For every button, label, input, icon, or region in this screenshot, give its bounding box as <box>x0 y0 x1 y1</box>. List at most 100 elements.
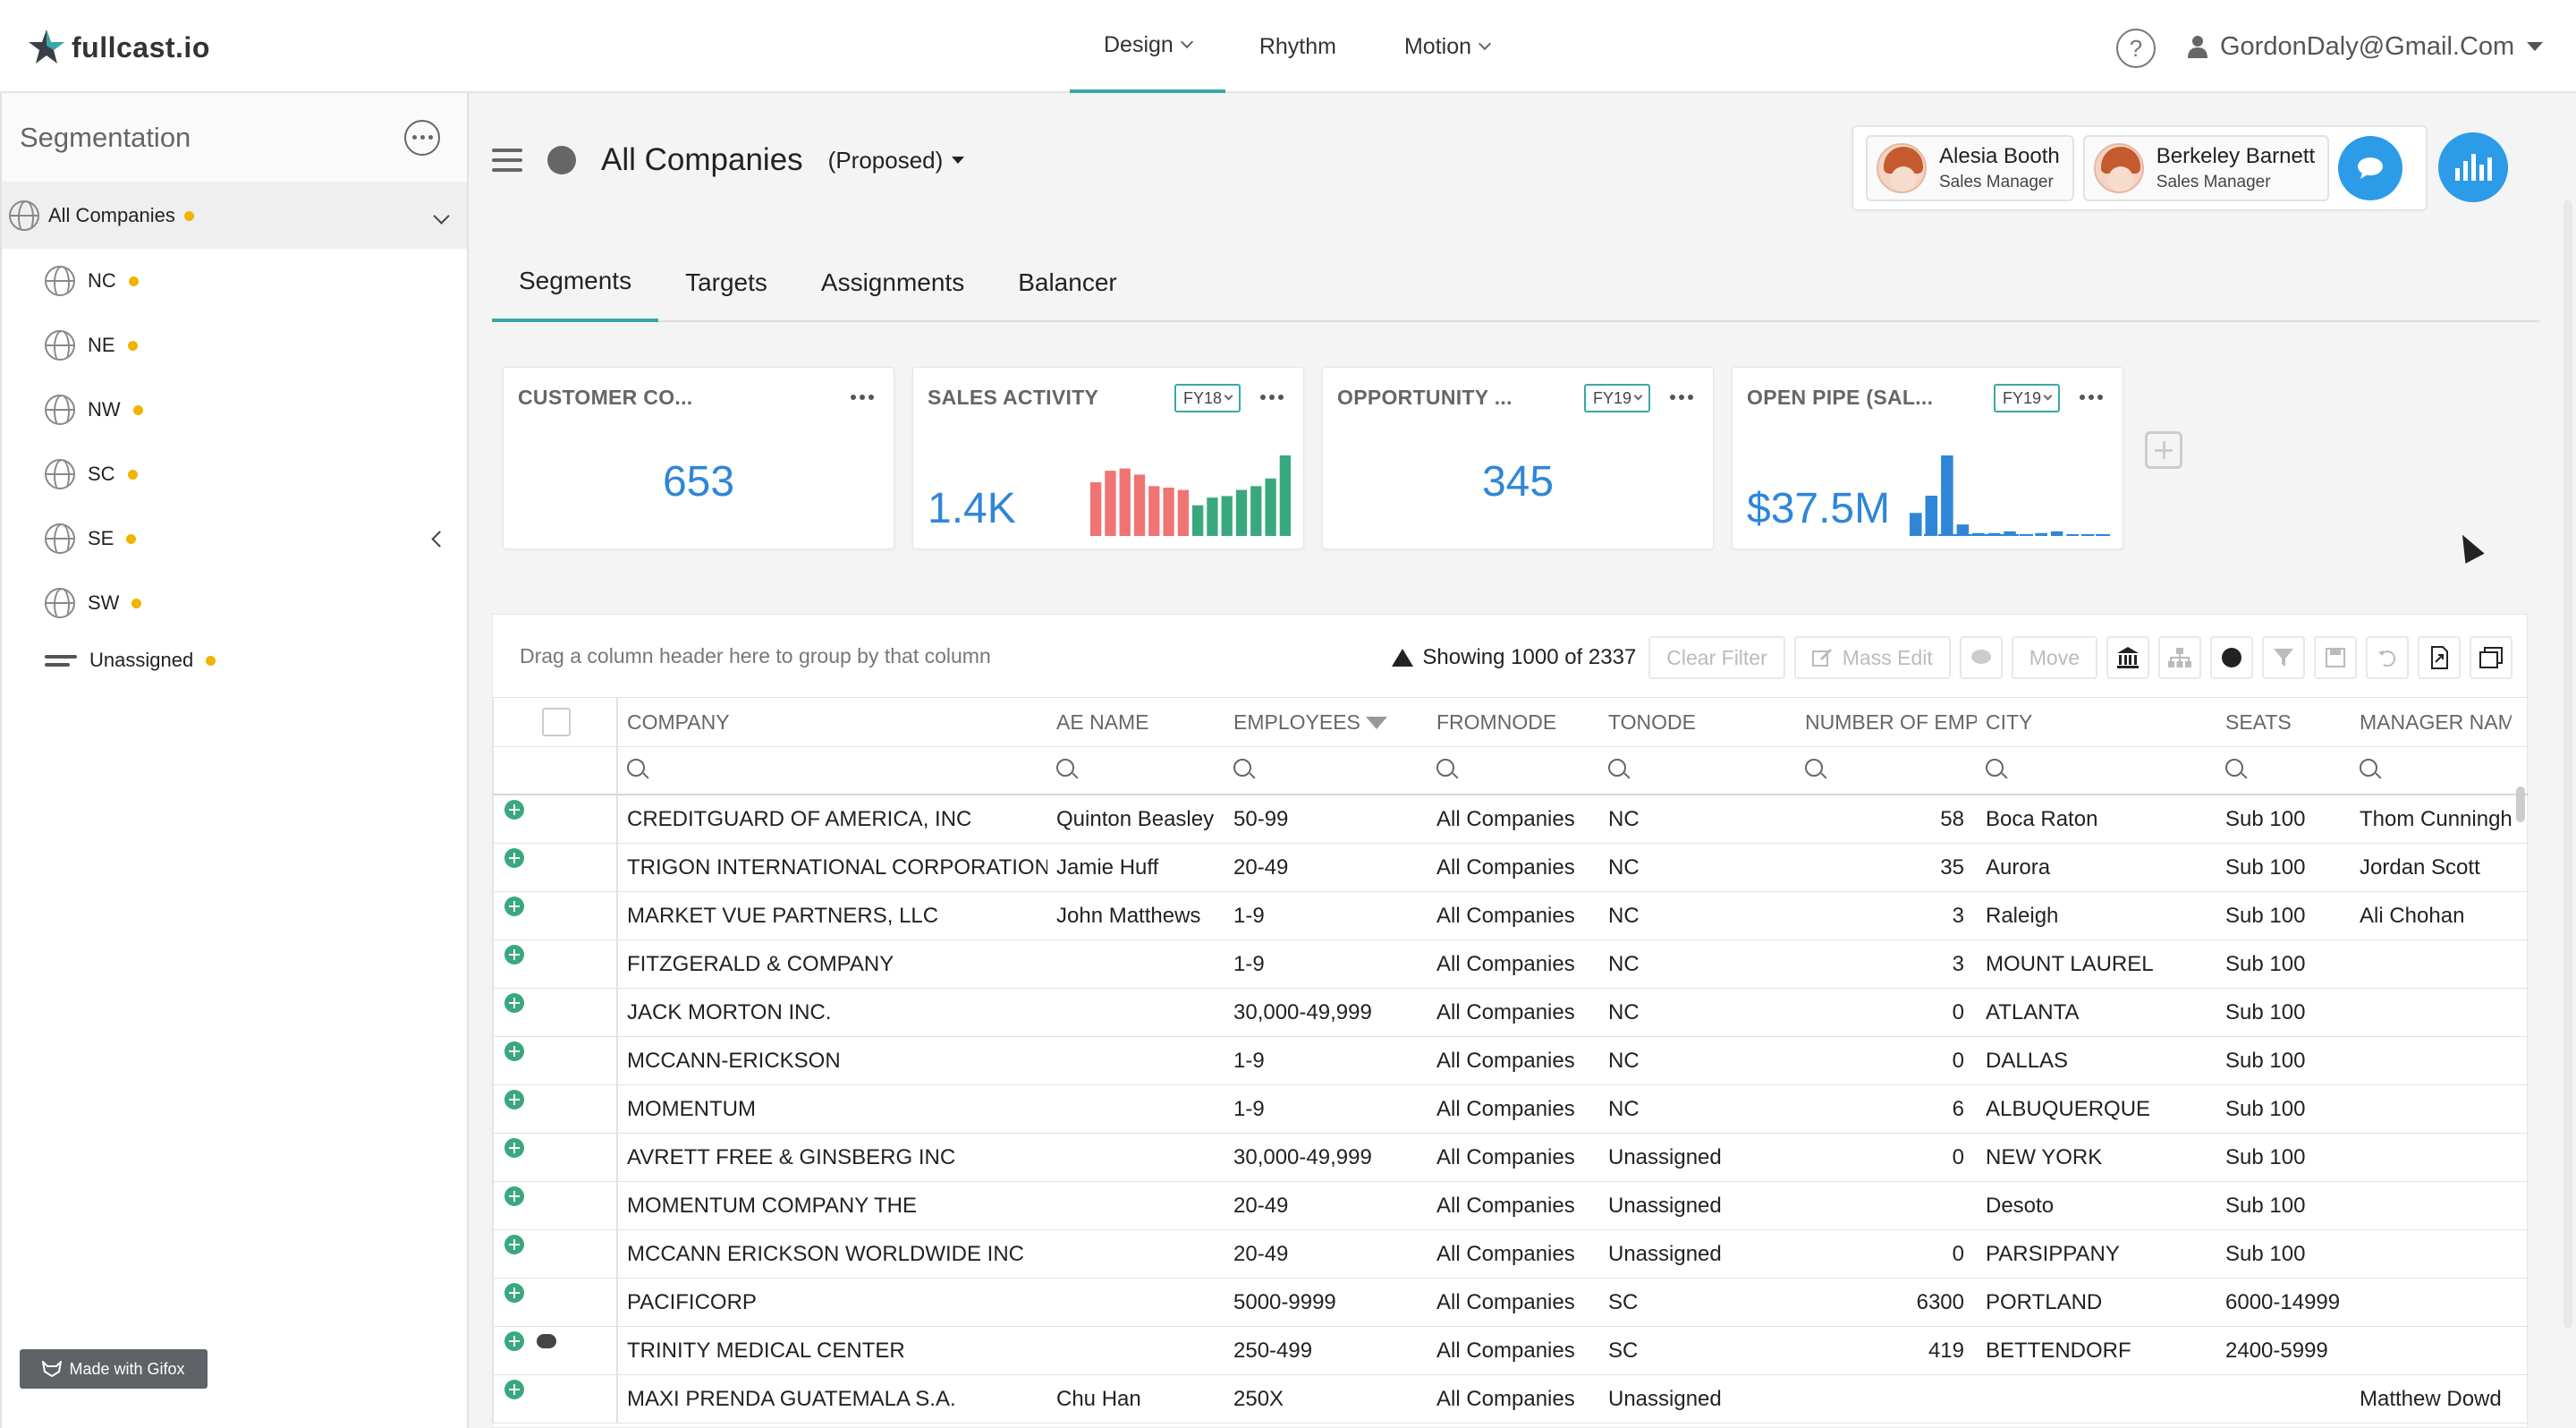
cell-tonode[interactable]: Unassigned <box>1608 1193 1722 1218</box>
cell-tonode[interactable]: NC <box>1608 999 1640 1024</box>
add-icon[interactable] <box>504 1186 524 1206</box>
cell-seats[interactable]: Sub 100 <box>2225 1144 2306 1169</box>
column-header-fromnode[interactable]: FROMNODE <box>1436 710 1557 734</box>
filter-number-of-emp[interactable] <box>1796 758 1977 783</box>
table-row[interactable]: AVRETT FREE & GINSBERG INC 30,000-49,999 A… <box>493 1134 2529 1182</box>
cell-company[interactable]: JACK MORTON INC. <box>627 999 832 1024</box>
table-row[interactable]: MCCANN-ERICKSON 1-9 All Companies NC 0 DALLAS… <box>493 1037 2529 1085</box>
cell-manager-name[interactable]: Matthew Dowd <box>2360 1386 2502 1411</box>
cell-tonode[interactable]: NC <box>1608 806 1640 831</box>
cell-seats[interactable]: Sub 100 <box>2225 1241 2306 1266</box>
cell-fromnode[interactable]: All Companies <box>1436 999 1575 1024</box>
cell-tonode[interactable]: Unassigned <box>1608 1241 1722 1266</box>
column-header-tonode[interactable]: TONODE <box>1608 710 1696 734</box>
cell-number-of-emp[interactable]: 6 <box>1952 1096 1964 1121</box>
add-icon[interactable] <box>504 992 524 1013</box>
add-icon[interactable] <box>504 1137 524 1158</box>
scenario-dropdown[interactable]: (Proposed) <box>828 147 965 174</box>
bank-icon[interactable] <box>2106 636 2149 679</box>
cell-seats[interactable]: 6000-14999 <box>2225 1289 2341 1314</box>
tree-item-nc[interactable]: NC <box>2 249 467 313</box>
column-header-employees[interactable]: EMPLOYEES <box>1224 710 1428 735</box>
cell-seats[interactable]: Sub 100 <box>2225 854 2306 880</box>
cell-tonode[interactable]: NC <box>1608 1048 1640 1073</box>
cell-company[interactable]: TRINITY MEDICAL CENTER <box>627 1338 905 1363</box>
table-row[interactable]: TRIGON INTERNATIONAL CORPORATION Jamie Hu… <box>493 844 2529 892</box>
clear-filter-button[interactable]: Clear Filter <box>1648 636 1785 679</box>
comment-icon[interactable] <box>1959 636 2003 679</box>
cell-employees[interactable]: 50-99 <box>1233 806 1289 831</box>
nav-design[interactable]: Design <box>1070 0 1225 93</box>
cell-seats[interactable]: Sub 100 <box>2225 999 2306 1024</box>
cell-number-of-emp[interactable]: 0 <box>1952 999 1964 1024</box>
chevron-left-icon[interactable] <box>431 530 448 548</box>
cell-company[interactable]: MAXI PRENDA GUATEMALA S.A. <box>627 1386 956 1411</box>
nav-motion[interactable]: Motion <box>1370 0 1523 93</box>
help-icon[interactable]: ? <box>2116 29 2156 68</box>
add-icon[interactable] <box>504 1041 524 1061</box>
kpi-card-opportunity[interactable]: OPPORTUNITY ... FY19 345 <box>1322 367 1714 549</box>
add-icon[interactable] <box>504 1379 524 1399</box>
table-row[interactable]: MARKET VUE PARTNERS, LLC John Matthews 1-9… <box>493 892 2529 940</box>
cell-fromnode[interactable]: All Companies <box>1436 1144 1575 1169</box>
cell-number-of-emp[interactable]: 419 <box>1928 1338 1964 1363</box>
cell-tonode[interactable]: Unassigned <box>1608 1144 1722 1169</box>
tree-item-sw[interactable]: SW <box>2 571 467 635</box>
cell-company[interactable]: TRIGON INTERNATIONAL CORPORATION <box>627 854 1047 880</box>
cell-city[interactable]: ALBUQUERQUE <box>1986 1096 2151 1121</box>
cell-fromnode[interactable]: All Companies <box>1436 854 1575 880</box>
cell-number-of-emp[interactable]: 0 <box>1952 1144 1964 1169</box>
cell-fromnode[interactable]: All Companies <box>1436 1193 1575 1218</box>
move-button[interactable]: Move <box>2011 636 2097 679</box>
cell-seats[interactable]: 2400-5999 <box>2225 1338 2328 1363</box>
table-row[interactable]: MCCANN ERICKSON WORLDWIDE INC 20-49 All Co… <box>493 1230 2529 1279</box>
table-row[interactable]: FITZGERALD & COMPANY 1-9 All Companies NC 3 M… <box>493 940 2529 989</box>
cell-fromnode[interactable]: All Companies <box>1436 1241 1575 1266</box>
cell-manager-name[interactable]: Ali Chohan <box>2360 903 2465 928</box>
cell-city[interactable]: Boca Raton <box>1986 806 2098 831</box>
cell-city[interactable]: PORTLAND <box>1986 1289 2103 1314</box>
table-row[interactable]: PACIFICORP 5000-9999 All Companies SC 6300 PO… <box>493 1279 2529 1327</box>
more-options-icon[interactable] <box>404 119 440 156</box>
cell-number-of-emp[interactable]: 35 <box>1940 854 1964 880</box>
table-row[interactable]: MAXI PRENDA GUATEMALA S.A. Chu Han 250X All… <box>493 1375 2529 1424</box>
tree-item-ne[interactable]: NE <box>2 313 467 378</box>
cell-city[interactable]: Desoto <box>1986 1193 2055 1218</box>
cell-city[interactable]: Aurora <box>1986 854 2051 880</box>
cell-number-of-emp[interactable]: 58 <box>1940 806 1964 831</box>
cell-fromnode[interactable]: All Companies <box>1436 1289 1575 1314</box>
cell-ae-name[interactable]: Chu Han <box>1056 1386 1141 1411</box>
cell-number-of-emp[interactable]: 6300 <box>1916 1289 1964 1314</box>
cell-number-of-emp[interactable]: 0 <box>1952 1048 1964 1073</box>
add-icon[interactable] <box>504 1089 524 1109</box>
save-icon[interactable] <box>2314 636 2357 679</box>
collaborator-card[interactable]: Alesia Booth Sales Manager <box>1866 135 2074 201</box>
cell-seats[interactable]: Sub 100 <box>2225 903 2306 928</box>
kpi-card-open-pipe[interactable]: OPEN PIPE (SAL... FY19 $37.5M <box>1732 367 2123 549</box>
undo-icon[interactable] <box>2366 636 2409 679</box>
cell-employees[interactable]: 250-499 <box>1233 1338 1313 1363</box>
cell-fromnode[interactable]: All Companies <box>1436 903 1575 928</box>
cell-manager-name[interactable]: Jordan Scott <box>2360 854 2480 880</box>
add-icon[interactable] <box>504 1330 524 1351</box>
tree-root-all-companies[interactable]: All Companies <box>2 183 467 249</box>
cell-fromnode[interactable]: All Companies <box>1436 1048 1575 1073</box>
cell-city[interactable]: NEW YORK <box>1986 1144 2103 1169</box>
filter-icon[interactable] <box>2262 636 2305 679</box>
kpi-card-sales-activity[interactable]: SALES ACTIVITY FY18 1.4K <box>912 367 1304 549</box>
nav-rhythm[interactable]: Rhythm <box>1225 0 1370 93</box>
cell-seats[interactable]: Sub 100 <box>2225 1193 2306 1218</box>
tab-assignments[interactable]: Assignments <box>820 268 965 296</box>
cell-city[interactable]: MOUNT LAUREL <box>1986 951 2154 976</box>
cell-company[interactable]: PACIFICORP <box>627 1289 757 1314</box>
add-icon[interactable] <box>504 1282 524 1303</box>
cell-city[interactable]: PARSIPPANY <box>1986 1241 2120 1266</box>
mass-edit-button[interactable]: Mass Edit <box>1793 636 1951 679</box>
add-icon[interactable] <box>504 799 524 820</box>
cell-company[interactable]: CREDITGUARD OF AMERICA, INC <box>627 806 972 831</box>
column-header-seats[interactable]: SEATS <box>2225 710 2292 734</box>
fiscal-year-select[interactable]: FY19 <box>1994 384 2061 412</box>
add-icon[interactable] <box>504 1234 524 1254</box>
cell-tonode[interactable]: NC <box>1608 1096 1640 1121</box>
cell-employees[interactable]: 1-9 <box>1233 903 1265 928</box>
